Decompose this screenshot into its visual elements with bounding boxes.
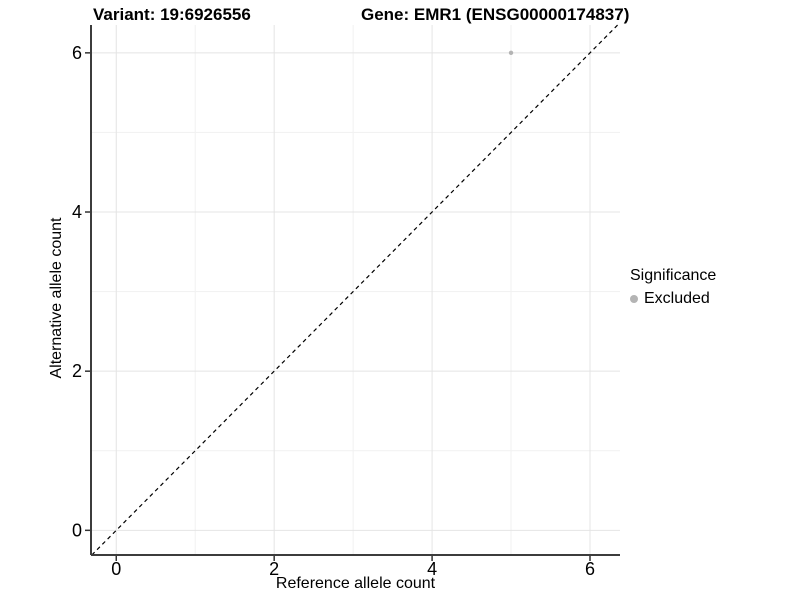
- legend-title: Significance: [630, 267, 717, 284]
- y-tick-label: 2: [72, 361, 82, 381]
- data-point: [508, 50, 514, 56]
- x-tick-label: 6: [585, 559, 595, 579]
- y-tick-label: 6: [72, 43, 82, 63]
- x-tick-label: 0: [111, 559, 121, 579]
- identity-reference-line: [91, 24, 619, 556]
- legend: Significance Excluded: [630, 267, 716, 308]
- y-axis-title: Alternative allele count: [48, 217, 65, 379]
- x-tick-label: 4: [427, 559, 437, 579]
- y-tick-label: 0: [72, 520, 82, 540]
- legend-item-label: Excluded: [644, 290, 710, 307]
- gene-title: Gene: EMR1 (ENSG00000174837): [361, 5, 630, 24]
- excluded-point-icon: [630, 295, 638, 303]
- variant-title: Variant: 19:6926556: [93, 5, 251, 24]
- legend-item-excluded: Excluded: [630, 290, 716, 308]
- x-axis-title: Reference allele count: [275, 575, 436, 592]
- x-tick-label: 2: [269, 559, 279, 579]
- y-tick-label: 4: [72, 202, 82, 222]
